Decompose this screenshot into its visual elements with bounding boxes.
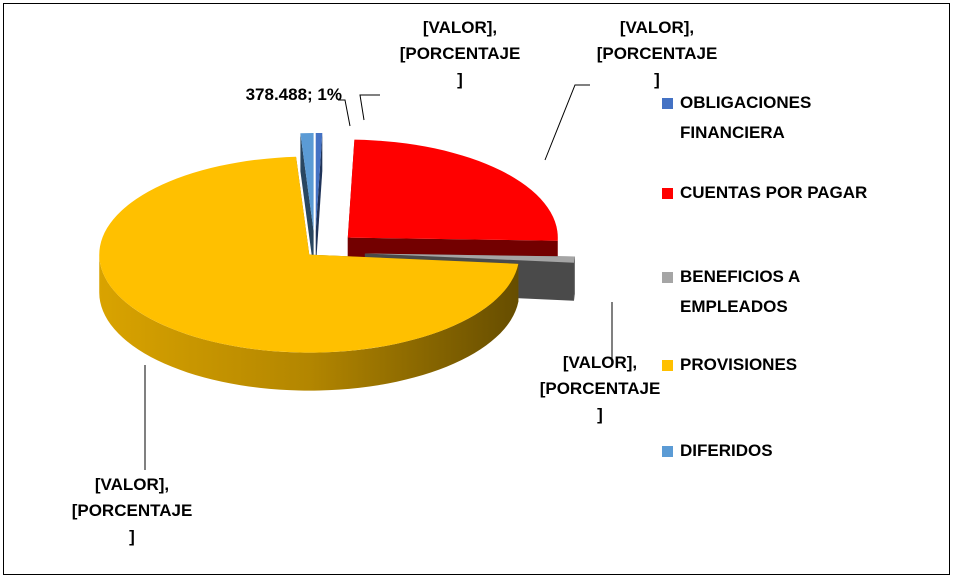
legend-swatch	[662, 360, 673, 371]
legend-entry: PROVISIONES	[662, 350, 952, 380]
pie-slice	[99, 156, 519, 391]
slice-top	[300, 133, 314, 232]
legend-swatch	[662, 98, 673, 109]
pie-slice	[315, 133, 323, 270]
slice-side	[573, 256, 575, 301]
slice-side	[99, 254, 519, 391]
slice-face	[315, 133, 323, 270]
legend-entry: OBLIGACIONES FINANCIERA	[662, 88, 952, 148]
pie-slice	[300, 133, 314, 270]
legend-swatch	[662, 272, 673, 283]
legend-label: OBLIGACIONES FINANCIERA	[680, 93, 812, 142]
leader-line	[544, 84, 590, 161]
legend-swatch	[662, 446, 673, 457]
leader-line	[359, 94, 380, 121]
slice-top	[315, 133, 323, 232]
legend-entry: CUENTAS POR PAGAR	[662, 178, 952, 208]
data-label: [VALOR], [PORCENTAJE]	[539, 353, 661, 424]
legend-entry: BENEFICIOS A EMPLEADOS	[662, 262, 952, 322]
data-label: [VALOR], [PORCENTAJE]	[596, 18, 718, 89]
chart-frame	[3, 3, 950, 575]
legend-label: BENEFICIOS A EMPLEADOS	[680, 267, 800, 316]
slice-top	[99, 156, 519, 353]
legend-label: CUENTAS POR PAGAR	[680, 183, 868, 202]
leader-line	[338, 99, 351, 127]
legend-swatch	[662, 188, 673, 199]
legend-label: DIFERIDOS	[680, 441, 773, 460]
data-label: 378.488; 1%	[245, 85, 342, 104]
data-label: [VALOR], [PORCENTAJE]	[71, 475, 193, 546]
slice-top	[364, 253, 575, 263]
slice-face	[300, 133, 314, 270]
legend-entry: DIFERIDOS	[662, 436, 952, 466]
data-label: [VALOR], [PORCENTAJE]	[399, 18, 521, 89]
slice-top	[347, 139, 558, 241]
legend-label: PROVISIONES	[680, 355, 798, 374]
